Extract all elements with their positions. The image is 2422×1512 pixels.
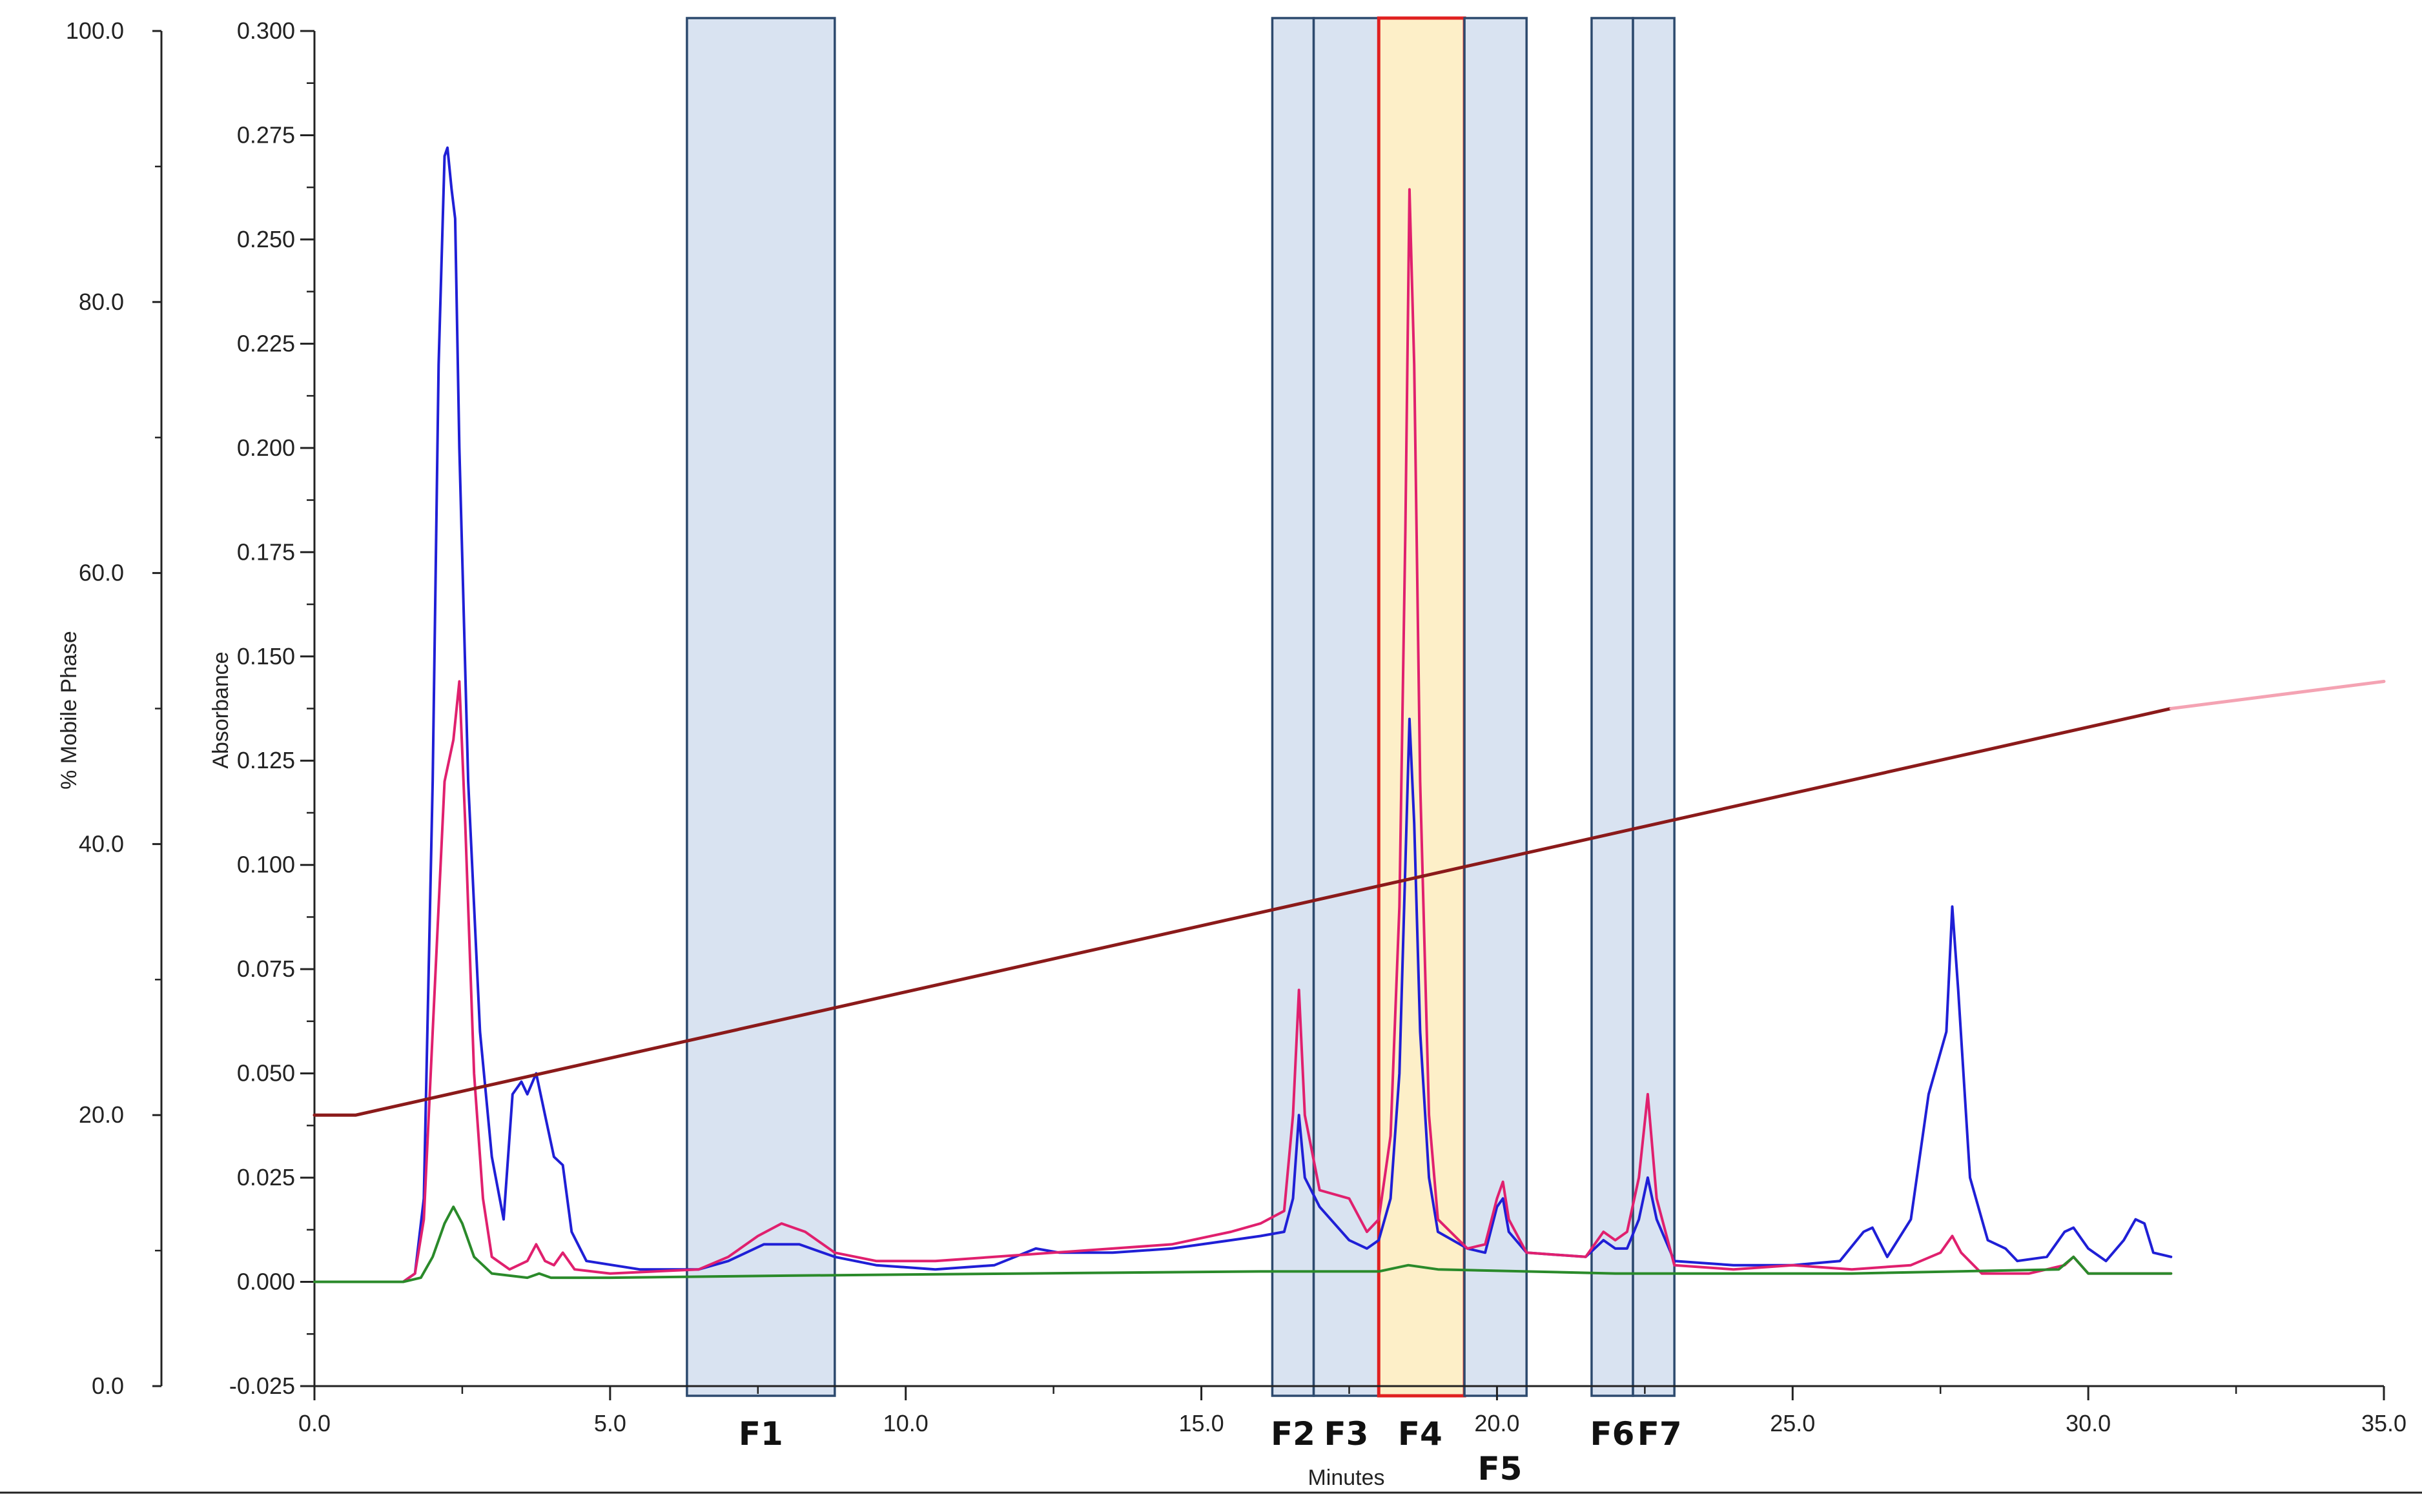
fraction-region-f7: [1632, 17, 1676, 1397]
x-tick-label: 0.0: [298, 1410, 331, 1436]
fraction-label-f7: F7: [1637, 1415, 1682, 1453]
mobile-phase-tick-label: 100.0: [66, 17, 124, 44]
fraction-label-f5: F5: [1478, 1450, 1523, 1487]
fractions-layer: [686, 16, 1676, 1398]
x-tick-label: 35.0: [2361, 1410, 2407, 1436]
absorbance-tick-label: 0.225: [237, 330, 295, 356]
axes-layer: [0, 30, 2422, 1494]
series-line-1: [313, 146, 2173, 1283]
x-tick-label: 20.0: [1474, 1410, 1519, 1436]
mobile-phase-tick-label: 0.0: [92, 1373, 124, 1399]
mobile-phase-tick-label: 80.0: [79, 289, 124, 315]
mobile-phase-tick-label: 20.0: [79, 1101, 124, 1128]
absorbance-tick-label: 0.150: [237, 643, 295, 669]
x-tick-label: 30.0: [2066, 1410, 2111, 1436]
series-layer: [313, 146, 2386, 1283]
x-tick-label: 15.0: [1179, 1410, 1224, 1436]
fraction-region-f6: [1590, 17, 1634, 1397]
x-tick-label: 25.0: [1770, 1410, 1815, 1436]
absorbance-tick-label: 0.075: [237, 955, 295, 982]
absorbance-tick-label: 0.200: [237, 434, 295, 461]
absorbance-tick-label: 0.025: [237, 1164, 295, 1190]
x-axis-title: Minutes: [1308, 1466, 1384, 1490]
mobile-phase-tick-label: 40.0: [79, 830, 124, 857]
fraction-label-f1: F1: [739, 1415, 783, 1453]
absorbance-tick-label: 0.050: [237, 1060, 295, 1087]
right-y-axis-title: Absorbance: [209, 651, 233, 768]
fraction-label-f4: F4: [1398, 1415, 1442, 1453]
labels-layer: 0.0 5.0 10.0 15.0 20.0 25.0 30.0 35.0-0.0250.00…: [66, 17, 2407, 1487]
series-line-5: [2169, 680, 2386, 710]
absorbance-tick-label: -0.025: [229, 1373, 295, 1399]
fraction-label-f6: F6: [1590, 1415, 1635, 1453]
x-tick-label: 5.0: [594, 1410, 626, 1436]
fraction-region-f5: [1463, 17, 1528, 1397]
absorbance-tick-label: 0.000: [237, 1269, 295, 1295]
absorbance-tick-label: 0.175: [237, 538, 295, 565]
left-y-axis-title: % Mobile Phase: [57, 631, 81, 790]
absorbance-tick-label: 0.300: [237, 17, 295, 44]
fraction-region-f2: [1271, 17, 1315, 1397]
mobile-phase-tick-label: 60.0: [79, 560, 124, 586]
fraction-region-f1: [686, 17, 836, 1397]
fraction-label-f3: F3: [1324, 1415, 1368, 1453]
absorbance-tick-label: 0.250: [237, 226, 295, 252]
series-line-2: [313, 188, 2173, 1283]
absorbance-tick-label: 0.275: [237, 121, 295, 148]
absorbance-tick-label: 0.125: [237, 747, 295, 773]
fraction-region-f3: [1312, 17, 1380, 1397]
x-tick-label: 10.0: [883, 1410, 929, 1436]
fraction-label-f2: F2: [1271, 1415, 1315, 1453]
absorbance-tick-label: 0.100: [237, 852, 295, 878]
series-line-3: [313, 1205, 2173, 1283]
series-line-4: [313, 707, 2173, 1117]
